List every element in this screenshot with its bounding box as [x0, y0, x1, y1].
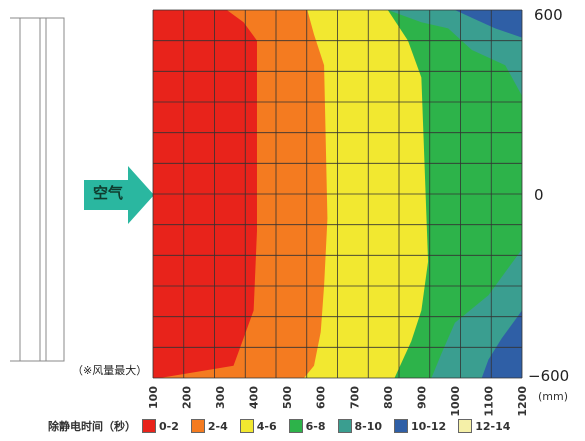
legend-label: 4-6 [256, 419, 277, 433]
legend-item: 2-4 [190, 419, 228, 433]
legend-label: 10-12 [411, 419, 447, 433]
legend-item: 0-2 [142, 419, 179, 433]
region-10-12 [481, 310, 522, 378]
x-tick-label: 1100 [482, 386, 495, 417]
legend-item: 4-6 [239, 419, 277, 433]
x-tick-label: 100 [147, 386, 160, 409]
legend-swatch [394, 419, 409, 433]
legend-label: 12-14 [475, 419, 511, 433]
legend-item: 8-10 [337, 419, 383, 433]
legend-swatch [458, 419, 473, 433]
y-tick-label: 600 [534, 6, 563, 24]
legend-label: 0-2 [159, 419, 179, 433]
legend-swatch [190, 419, 205, 433]
x-tick-label: 700 [348, 386, 361, 409]
legend: 除静电时间（秒） 0-2 2-4 4-6 6-8 8-10 10-12 12-1… [48, 418, 522, 434]
ionizer-device [10, 17, 65, 362]
legend-swatch [288, 419, 303, 433]
x-tick-label: 500 [281, 386, 294, 409]
x-tick-label: 1200 [516, 386, 529, 417]
x-tick-label: 300 [214, 386, 227, 409]
x-tick-label: 400 [248, 386, 261, 409]
y-tick-label: −600 [528, 367, 569, 385]
x-unit-label: (mm) [538, 390, 568, 403]
max-airflow-note: （※风量最大） [72, 364, 148, 377]
x-tick-label: 600 [315, 386, 328, 409]
region-10-12 [454, 10, 522, 38]
legend-item: 12-14 [458, 419, 510, 433]
legend-label: 2-4 [207, 419, 228, 433]
air-flow-arrow-icon [84, 166, 154, 224]
legend-label: 8-10 [354, 419, 383, 433]
x-tick-label: 900 [415, 386, 428, 409]
x-tick-label: 1000 [449, 386, 462, 417]
air-flow-label: 空气 [92, 184, 123, 202]
legend-title: 除静电时间（秒） [48, 420, 136, 433]
y-tick-label: 0 [534, 186, 544, 204]
legend-item: 10-12 [394, 419, 446, 433]
x-tick-label: 800 [382, 386, 395, 409]
legend-swatch [142, 419, 156, 433]
legend-swatch [337, 419, 352, 433]
legend-swatch [239, 419, 254, 433]
region-8-10 [354, 10, 522, 96]
legend-label: 6-8 [305, 419, 326, 433]
x-tick-label: 200 [181, 386, 194, 409]
legend-item: 6-8 [288, 419, 326, 433]
